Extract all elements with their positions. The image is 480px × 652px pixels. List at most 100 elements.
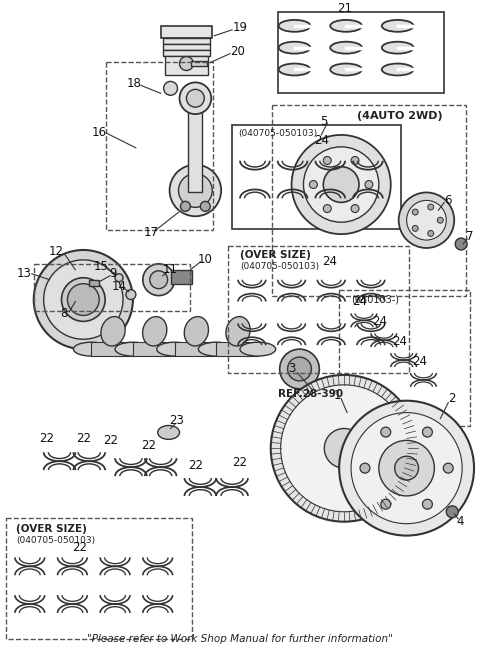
Bar <box>163 38 210 44</box>
Ellipse shape <box>198 342 234 356</box>
Ellipse shape <box>115 342 151 356</box>
Bar <box>339 289 470 426</box>
Bar <box>106 61 213 230</box>
Circle shape <box>351 205 359 213</box>
Circle shape <box>381 427 391 437</box>
Text: 9: 9 <box>109 267 117 280</box>
Ellipse shape <box>158 426 180 439</box>
Circle shape <box>164 82 178 95</box>
Bar <box>6 518 192 639</box>
Circle shape <box>428 230 434 237</box>
Ellipse shape <box>279 20 311 32</box>
Circle shape <box>360 463 370 473</box>
Text: 1: 1 <box>334 389 341 402</box>
Circle shape <box>351 413 462 524</box>
Circle shape <box>324 156 331 164</box>
Text: 23: 23 <box>169 414 184 427</box>
Ellipse shape <box>382 20 414 32</box>
Bar <box>161 26 212 38</box>
Text: 24: 24 <box>314 134 329 147</box>
Bar <box>189 98 202 192</box>
Text: (OVER SIZE): (OVER SIZE) <box>240 250 311 260</box>
Bar <box>170 270 192 284</box>
Bar <box>232 125 401 229</box>
Text: 24: 24 <box>352 295 368 308</box>
Circle shape <box>180 201 191 211</box>
Circle shape <box>200 201 210 211</box>
Text: 18: 18 <box>126 77 141 90</box>
Circle shape <box>44 260 123 339</box>
Circle shape <box>179 173 212 207</box>
Circle shape <box>381 499 391 509</box>
Bar <box>278 12 444 93</box>
Bar <box>192 61 207 65</box>
Circle shape <box>291 135 391 234</box>
Text: 3: 3 <box>288 363 295 376</box>
Circle shape <box>34 250 133 349</box>
Circle shape <box>73 289 93 310</box>
Circle shape <box>310 181 317 188</box>
Circle shape <box>407 200 446 240</box>
Text: 10: 10 <box>198 254 213 267</box>
Circle shape <box>324 428 364 468</box>
Text: 22: 22 <box>141 439 156 452</box>
Text: (040705-050103): (040705-050103) <box>238 129 317 138</box>
Text: 4: 4 <box>456 515 464 528</box>
Text: 14: 14 <box>111 280 127 293</box>
Text: 13: 13 <box>16 267 31 280</box>
Circle shape <box>444 463 453 473</box>
Text: 7: 7 <box>466 230 474 243</box>
Circle shape <box>126 289 136 299</box>
Circle shape <box>379 440 434 496</box>
Bar <box>89 280 99 286</box>
Text: 24: 24 <box>412 355 427 368</box>
Ellipse shape <box>240 342 276 356</box>
Text: (050103-): (050103-) <box>351 295 399 304</box>
Circle shape <box>351 156 359 164</box>
Text: 19: 19 <box>232 22 248 35</box>
Bar <box>216 342 258 356</box>
Text: 15: 15 <box>94 260 108 273</box>
Bar <box>163 44 210 50</box>
Circle shape <box>422 427 432 437</box>
Ellipse shape <box>279 42 311 53</box>
Ellipse shape <box>330 63 362 76</box>
Circle shape <box>180 82 211 114</box>
Ellipse shape <box>330 20 362 32</box>
Bar <box>165 55 208 76</box>
Circle shape <box>365 181 373 188</box>
Text: 24: 24 <box>372 315 387 328</box>
Ellipse shape <box>156 342 192 356</box>
Text: 22: 22 <box>76 432 91 445</box>
Bar <box>91 342 133 356</box>
Text: REF.28-390: REF.28-390 <box>278 389 343 399</box>
Circle shape <box>150 271 168 289</box>
Text: 21: 21 <box>336 3 352 16</box>
Circle shape <box>115 274 123 282</box>
Text: 2: 2 <box>448 393 456 406</box>
Circle shape <box>437 217 444 223</box>
Text: 22: 22 <box>232 456 248 469</box>
Circle shape <box>446 506 458 518</box>
Ellipse shape <box>382 63 414 76</box>
Ellipse shape <box>382 42 414 53</box>
Ellipse shape <box>226 317 250 346</box>
Circle shape <box>143 264 175 295</box>
Circle shape <box>324 167 359 202</box>
Text: 24: 24 <box>392 334 407 348</box>
Bar <box>133 342 175 356</box>
Circle shape <box>186 89 204 107</box>
Circle shape <box>169 165 221 216</box>
Circle shape <box>428 204 434 210</box>
Text: 22: 22 <box>104 434 119 447</box>
Ellipse shape <box>279 63 311 76</box>
Ellipse shape <box>184 317 208 346</box>
Circle shape <box>280 349 319 389</box>
Bar <box>175 342 216 356</box>
Circle shape <box>399 192 454 248</box>
Circle shape <box>61 278 105 321</box>
Text: (040705-050103): (040705-050103) <box>16 535 95 544</box>
Text: 8: 8 <box>60 307 67 320</box>
Text: 24: 24 <box>322 256 337 269</box>
Circle shape <box>281 385 408 512</box>
